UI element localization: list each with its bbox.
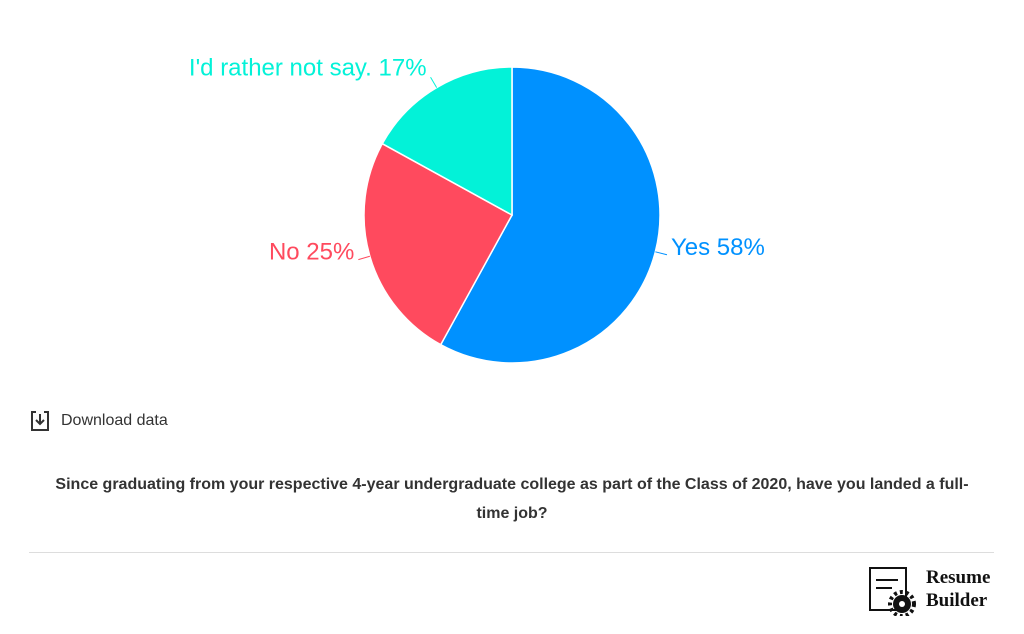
label-value: 25%	[306, 239, 354, 266]
label-value: 17%	[379, 55, 427, 82]
caption: Since graduating from your respective 4-…	[55, 476, 969, 522]
data-label: No 25%	[269, 239, 354, 266]
divider	[29, 552, 994, 553]
data-label: Yes 58%	[671, 234, 765, 261]
download-label: Download data	[61, 412, 168, 429]
leader-line	[358, 255, 371, 261]
pie-slice	[381, 66, 513, 217]
logo: Resume Builder	[868, 566, 990, 616]
logo-icon	[869, 567, 916, 616]
download-icon	[31, 411, 49, 431]
download-button[interactable]: Download data	[29, 410, 168, 432]
label-category: I'd rather not say.	[189, 55, 372, 82]
logo-line: Builder	[926, 590, 988, 611]
label-category: Yes	[671, 234, 710, 261]
pie-slice	[363, 142, 514, 346]
label-category: No	[269, 239, 300, 266]
data-label: I'd rather not say. 17%	[189, 55, 427, 82]
leader-line	[655, 251, 668, 256]
leader-line	[430, 77, 438, 88]
label-value: 58%	[717, 234, 765, 261]
logo-line: Resume	[926, 567, 991, 588]
chart: Yes 58% No 25% I'd rather not say. 17%	[189, 55, 765, 364]
